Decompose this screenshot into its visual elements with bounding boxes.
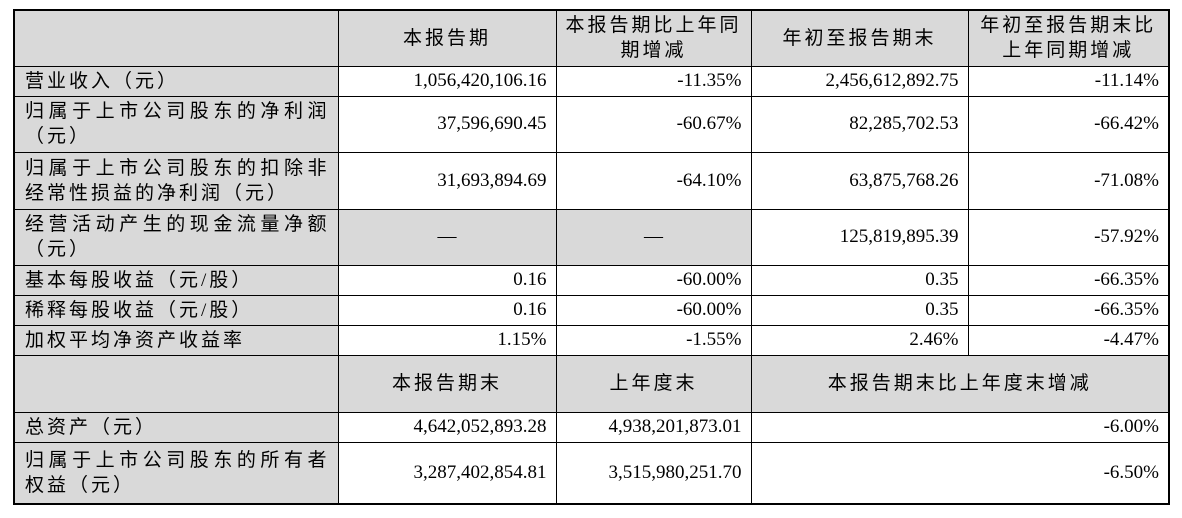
corner-cell [13, 9, 339, 67]
value-change: -6.50% [750, 441, 1170, 505]
value-prev-year-end: 4,938,201,873.01 [555, 411, 752, 443]
value-ytd: 0.35 [750, 264, 969, 296]
table-row-weighted-avg-roe: 加权平均净资产收益率 1.15% -1.55% 2.46% -4.47% [13, 324, 1170, 356]
value-current-yoy: -60.67% [555, 95, 752, 153]
value-current-yoy: -60.00% [555, 264, 752, 296]
value-current-dash: — [337, 208, 557, 266]
period-header-row: 本报告期 本报告期比上年同期增减 年初至报告期末 年初至报告期末比上年同期增减 [13, 9, 1170, 67]
header-period-end: 本报告期末 [337, 354, 557, 413]
row-label: 营业收入（元） [13, 65, 339, 97]
balance-header-row: 本报告期末 上年度末 本报告期末比上年度末增减 [13, 354, 1170, 413]
value-prev-year-end: 3,515,980,251.70 [555, 441, 752, 505]
row-label: 加权平均净资产收益率 [13, 324, 339, 356]
value-ytd-yoy: -66.35% [967, 294, 1170, 326]
value-current: 1,056,420,106.16 [337, 65, 557, 97]
value-ytd: 82,285,702.53 [750, 95, 969, 153]
table-row-total-assets: 总资产（元） 4,642,052,893.28 4,938,201,873.01… [13, 411, 1170, 443]
value-ytd: 0.35 [750, 294, 969, 326]
value-ytd: 2.46% [750, 324, 969, 356]
table-row-shareholders-equity: 归属于上市公司股东的所有者权益（元） 3,287,402,854.81 3,51… [13, 441, 1170, 505]
value-current: 0.16 [337, 264, 557, 296]
value-ytd-yoy: -4.47% [967, 324, 1170, 356]
header-current-period-yoy: 本报告期比上年同期增减 [555, 9, 752, 67]
value-ytd-yoy: -57.92% [967, 208, 1170, 266]
value-ytd: 63,875,768.26 [750, 151, 969, 210]
header-current-period: 本报告期 [337, 9, 557, 67]
value-ytd: 2,456,612,892.75 [750, 65, 969, 97]
table-row-diluted-eps: 稀释每股收益（元/股） 0.16 -60.00% 0.35 -66.35% [13, 294, 1170, 326]
value-current: 0.16 [337, 294, 557, 326]
value-current-yoy: -60.00% [555, 294, 752, 326]
value-current-yoy: -1.55% [555, 324, 752, 356]
table-row-basic-eps: 基本每股收益（元/股） 0.16 -60.00% 0.35 -66.35% [13, 264, 1170, 296]
header-prev-year-end: 上年度末 [555, 354, 752, 413]
table-row-net-profit: 归属于上市公司股东的净利润（元） 37,596,690.45 -60.67% 8… [13, 95, 1170, 153]
value-current: 31,693,894.69 [337, 151, 557, 210]
corner-cell [13, 354, 339, 413]
value-current-yoy: -11.35% [555, 65, 752, 97]
row-label: 基本每股收益（元/股） [13, 264, 339, 296]
row-label: 经营活动产生的现金流量净额（元） [13, 208, 339, 266]
value-ytd: 125,819,895.39 [750, 208, 969, 266]
value-ytd-yoy: -66.42% [967, 95, 1170, 153]
table-row-revenue: 营业收入（元） 1,056,420,106.16 -11.35% 2,456,6… [13, 65, 1170, 97]
financial-summary-table: 本报告期 本报告期比上年同期增减 年初至报告期末 年初至报告期末比上年同期增减 … [13, 9, 1170, 505]
value-change: -6.00% [750, 411, 1170, 443]
value-current: 37,596,690.45 [337, 95, 557, 153]
row-label: 总资产（元） [13, 411, 339, 443]
value-ytd-yoy: -66.35% [967, 264, 1170, 296]
row-label: 归属于上市公司股东的净利润（元） [13, 95, 339, 153]
table-row-net-profit-deducted: 归属于上市公司股东的扣除非经常性损益的净利润（元） 31,693,894.69 … [13, 151, 1170, 210]
row-label: 稀释每股收益（元/股） [13, 294, 339, 326]
table-row-operating-cash-flow: 经营活动产生的现金流量净额（元） — — 125,819,895.39 -57.… [13, 208, 1170, 266]
value-ytd-yoy: -11.14% [967, 65, 1170, 97]
header-ytd: 年初至报告期末 [750, 9, 969, 67]
row-label: 归属于上市公司股东的扣除非经常性损益的净利润（元） [13, 151, 339, 210]
header-period-end-change: 本报告期末比上年度末增减 [750, 354, 1170, 413]
header-ytd-yoy: 年初至报告期末比上年同期增减 [967, 9, 1170, 67]
value-period-end: 4,642,052,893.28 [337, 411, 557, 443]
value-ytd-yoy: -71.08% [967, 151, 1170, 210]
value-current: 1.15% [337, 324, 557, 356]
value-period-end: 3,287,402,854.81 [337, 441, 557, 505]
value-current-yoy: -64.10% [555, 151, 752, 210]
row-label: 归属于上市公司股东的所有者权益（元） [13, 441, 339, 505]
value-current-yoy-dash: — [555, 208, 752, 266]
